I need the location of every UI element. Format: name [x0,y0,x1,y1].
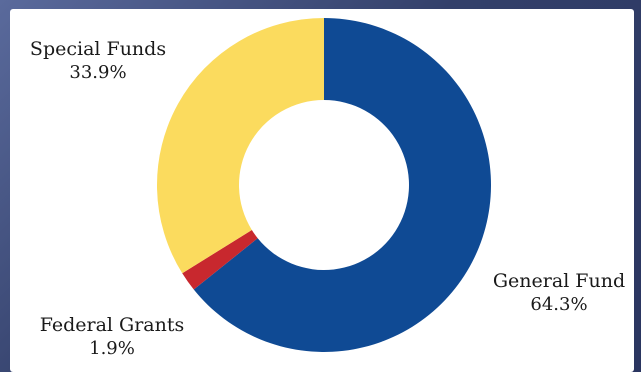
label-federal-grants: Federal Grants 1.9% [22,314,202,360]
slice-federal-grants [182,229,258,290]
label-general-fund: General Fund 64.3% [478,270,640,316]
general-fund-percent: 64.3% [530,293,588,315]
slice-general-fund [193,18,492,352]
slice-special-funds [157,17,324,274]
donut-slices [157,17,492,352]
federal-grants-percent: 1.9% [89,337,135,359]
label-special-funds: Special Funds 33.9% [18,38,178,84]
special-funds-name: Special Funds [29,38,167,60]
general-fund-name: General Fund [492,270,626,292]
special-funds-percent: 33.9% [69,61,127,83]
federal-grants-name: Federal Grants [39,314,185,336]
